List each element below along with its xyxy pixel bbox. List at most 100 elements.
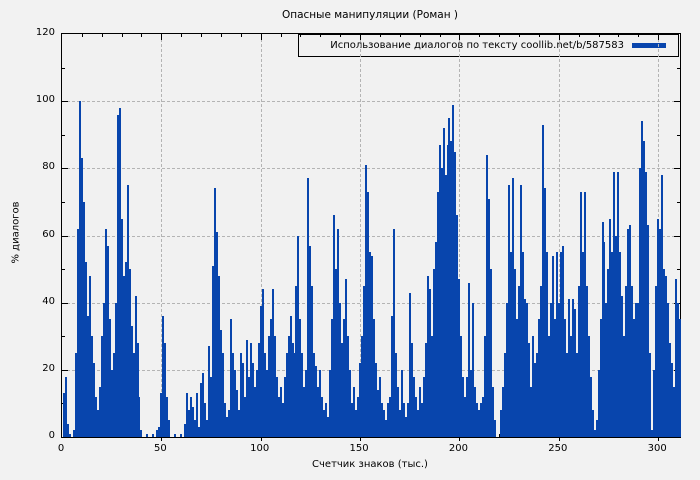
y-tick-label: 20 — [42, 362, 55, 374]
y-tick — [62, 269, 65, 271]
impulse-bar — [404, 416, 407, 437]
impulse-bar — [271, 289, 274, 437]
impulse-bar — [547, 336, 550, 437]
impulse-bar — [659, 228, 662, 437]
x-tick — [399, 34, 401, 37]
impulse-bar — [516, 319, 519, 437]
impulse-bar — [444, 175, 447, 437]
impulse-bar — [227, 410, 230, 437]
impulse-bar — [293, 353, 296, 437]
impulse-bar — [241, 363, 244, 437]
impulse-bar — [452, 104, 455, 437]
impulse-bar — [196, 393, 199, 437]
x-tick — [181, 34, 183, 37]
impulse-bar — [257, 342, 260, 437]
impulse-bar — [514, 269, 517, 437]
impulse-bar — [424, 342, 427, 437]
impulse-bar — [543, 188, 546, 437]
x-tick-outer — [360, 438, 362, 441]
impulse-bar — [657, 218, 660, 437]
x-tick — [658, 34, 660, 40]
impulse-bar — [64, 376, 67, 437]
impulse-bar — [112, 353, 115, 437]
impulse-bar — [88, 275, 91, 437]
x-tick-label: 0 — [57, 443, 65, 454]
x-tick — [320, 34, 322, 37]
impulse-bar — [281, 403, 284, 437]
impulse-bar — [315, 366, 318, 437]
impulse-bar — [649, 353, 652, 437]
x-tick — [439, 34, 441, 37]
impulse-bar — [231, 353, 234, 437]
legend-label: Использование диалогов по тексту coollib… — [330, 40, 624, 51]
impulse-bar — [190, 396, 193, 437]
impulse-bar — [478, 410, 481, 437]
impulse-bar — [351, 403, 354, 437]
impulse-bar — [673, 386, 676, 437]
impulse-bar — [661, 175, 664, 437]
impulse-bar — [321, 396, 324, 437]
impulse-bar — [339, 302, 342, 437]
impulse-bar — [299, 319, 302, 437]
impulse-bar — [522, 252, 525, 437]
impulse-bar — [84, 262, 87, 437]
impulse-bar — [675, 279, 678, 437]
impulse-bar — [134, 295, 137, 437]
impulse-bar — [408, 292, 411, 437]
impulse-bar — [599, 319, 602, 437]
impulse-bar — [607, 269, 610, 437]
impulse-bar — [309, 245, 312, 437]
impulse-bar — [78, 101, 81, 437]
impulse-bar — [92, 363, 95, 437]
impulse-bar — [396, 386, 399, 437]
y-tick-label: 120 — [35, 27, 55, 38]
impulse-bar — [353, 386, 356, 437]
x-tick — [558, 34, 560, 40]
impulse-bar — [585, 285, 588, 437]
impulse-bar — [287, 336, 290, 437]
impulse-bar — [623, 336, 626, 437]
x-tick — [618, 34, 620, 37]
y-tick — [677, 201, 680, 203]
impulse-bar — [206, 420, 209, 437]
impulse-bar — [126, 185, 129, 437]
impulse-bar — [386, 403, 389, 437]
impulse-bar — [402, 403, 405, 437]
impulse-bar — [633, 319, 636, 437]
x-axis-title: Счетчик знаков (тыс.) — [312, 459, 428, 470]
impulse-bar — [66, 423, 69, 437]
impulse-bar — [94, 396, 97, 437]
impulse-bar — [512, 178, 515, 437]
impulse-bar — [557, 302, 560, 437]
impulse-bar — [361, 336, 364, 437]
impulse-bar — [198, 426, 201, 437]
impulse-bar — [204, 403, 207, 437]
impulse-bar — [164, 342, 167, 437]
impulse-bar — [116, 114, 119, 437]
impulse-bar — [442, 128, 445, 437]
impulse-bar — [504, 353, 507, 437]
impulse-bar — [307, 178, 310, 437]
impulse-bar — [156, 430, 159, 437]
impulse-bar — [136, 342, 139, 437]
impulse-bar — [158, 426, 161, 437]
x-tick-outer — [658, 438, 660, 441]
y-tick — [62, 235, 68, 237]
impulse-bar — [96, 410, 99, 437]
impulse-bar — [301, 353, 304, 437]
y-tick — [677, 67, 680, 69]
impulse-bar — [583, 191, 586, 437]
impulse-bar — [186, 393, 189, 437]
y-tick — [62, 201, 65, 203]
impulse-bar — [146, 433, 149, 437]
impulse-bar — [168, 420, 171, 437]
impulse-bar — [283, 376, 286, 437]
impulse-bar — [295, 285, 298, 437]
x-tick — [121, 34, 123, 37]
impulse-bar — [202, 373, 205, 437]
impulse-bar — [325, 403, 328, 437]
impulse-bar — [527, 342, 530, 437]
impulse-bar — [102, 302, 105, 437]
impulse-bar — [679, 319, 681, 437]
x-tick — [678, 34, 679, 37]
